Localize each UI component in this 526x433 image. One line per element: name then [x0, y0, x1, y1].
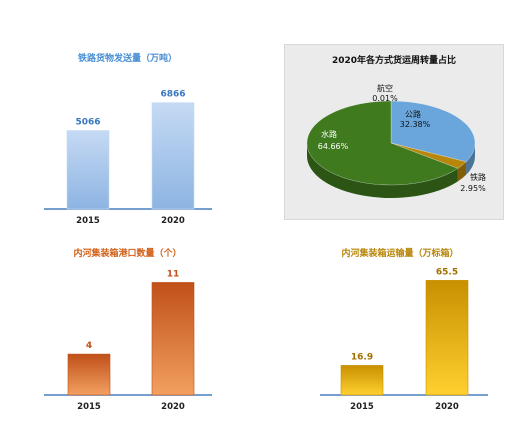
x-tick-label: 2020 — [161, 216, 185, 226]
container-volume-plot: 16.9 2015 65.5 2020 — [320, 267, 488, 412]
x-tick-label: 2015 — [76, 216, 100, 226]
bar-2020 — [151, 282, 195, 396]
chart-title: 2020年各方式货运周转量占比 — [331, 56, 457, 66]
pie-label-value: 32.38% — [400, 120, 431, 129]
container-ports-chart: 内河集装箱港口数量（个） 4 2015 11 2020 — [30, 240, 225, 430]
rail-freight-plot: 5066 2015 6866 2020 — [44, 90, 212, 226]
pie-label-value: 0.01% — [372, 94, 398, 103]
x-tick-label: 2015 — [77, 402, 101, 412]
data-label: 11 — [167, 269, 180, 279]
bar-2015 — [67, 353, 111, 396]
chart-title: 铁路货物发送量（万吨） — [77, 54, 177, 64]
x-tick-label: 2020 — [435, 402, 459, 412]
pie-label-value: 2.95% — [460, 184, 486, 193]
pie-label-name: 水路 — [321, 129, 337, 139]
bar-2015 — [340, 365, 384, 396]
container-volume-chart: 内河集装箱运输量（万标箱） 16.9 2015 65.5 2020 — [300, 240, 500, 430]
x-tick-label: 2020 — [161, 402, 185, 412]
bar-2015 — [66, 130, 110, 210]
pie-label-name: 公路 — [405, 109, 421, 119]
chart-title: 内河集装箱港口数量（个） — [73, 249, 182, 259]
pie-side-水路 — [307, 143, 458, 199]
pie-side-铁路 — [457, 161, 467, 182]
pie-label-name: 航空 — [377, 83, 393, 93]
freight-share-pie-chart: 2020年各方式货运周转量占比 航空 0.01% 公路 32.38% 铁路 2.95% 水路… — [284, 44, 504, 220]
pie-side-公路 — [466, 143, 475, 175]
data-label: 5066 — [75, 118, 100, 128]
rail-freight-chart: 铁路货物发送量（万吨） 5066 2015 6866 2020 — [30, 45, 225, 235]
x-tick-label: 2015 — [350, 402, 374, 412]
chart-title: 内河集装箱运输量（万标箱） — [341, 249, 459, 259]
pie-slice-公路 — [390, 100, 476, 163]
data-label: 4 — [86, 341, 92, 351]
pie-slice-水路 — [306, 100, 459, 186]
pie-label-name: 铁路 — [470, 172, 486, 182]
data-label: 65.5 — [436, 267, 458, 277]
data-label: 6866 — [160, 90, 185, 100]
bar-2020 — [151, 102, 195, 210]
container-ports-plot: 4 2015 11 2020 — [44, 269, 212, 412]
bar-2020 — [425, 280, 469, 396]
pie-label-value: 64.66% — [318, 142, 349, 151]
data-label: 16.9 — [351, 352, 373, 362]
